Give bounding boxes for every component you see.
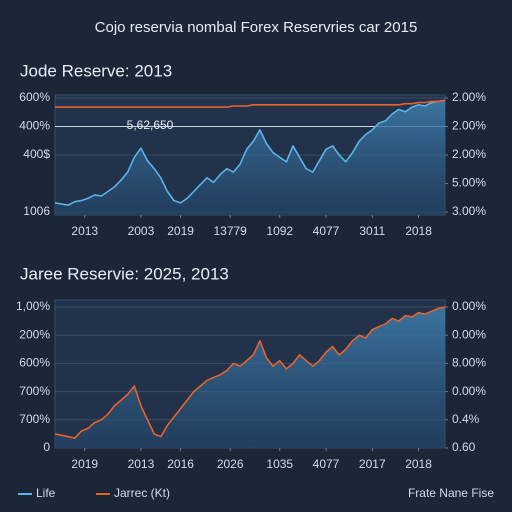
y2-tick-label: 0.00% xyxy=(452,327,486,341)
y-tick-label: 600% xyxy=(19,90,50,104)
y-tick-label: 700% xyxy=(19,384,50,398)
x-tick-label: 2003 xyxy=(128,224,155,238)
x-tick-label: 2018 xyxy=(405,224,432,238)
x-tick-label: 2026 xyxy=(217,457,244,471)
x-tick-label: 2017 xyxy=(359,457,386,471)
y-tick-label: 200% xyxy=(19,327,50,341)
legend-label: Life xyxy=(36,486,56,500)
line xyxy=(55,99,446,108)
y-tick-label: 600% xyxy=(19,356,50,370)
y2-tick-label: 3.00% xyxy=(452,204,486,218)
y-tick-label: 0 xyxy=(43,440,50,454)
y-tick-label: 1006 xyxy=(23,204,50,218)
x-tick-label: 4077 xyxy=(313,224,340,238)
y2-tick-label: 2.00% xyxy=(452,119,486,133)
x-tick-label: 2019 xyxy=(71,457,98,471)
annotation: 5,62,650 xyxy=(127,118,174,132)
x-tick-label: 1035 xyxy=(266,457,293,471)
x-tick-label: 3011 xyxy=(359,224,385,238)
x-tick-label: 2019 xyxy=(167,224,194,238)
x-tick-label: 2016 xyxy=(167,457,194,471)
y2-tick-label: 0.60 xyxy=(452,440,476,454)
area xyxy=(55,307,445,448)
y2-tick-label: 0.4% xyxy=(452,412,480,426)
x-tick-label: 2013 xyxy=(128,457,155,471)
chart-subtitle: Jaree Reservie: 2025, 2013 xyxy=(20,264,229,283)
y2-tick-label: 8.00% xyxy=(452,356,486,370)
line xyxy=(54,99,446,206)
x-tick-label: 13779 xyxy=(213,224,247,238)
x-tick-label: 1092 xyxy=(266,224,293,238)
y2-tick-label: 2.00% xyxy=(452,90,486,104)
y-tick-label: 1,00% xyxy=(16,299,50,313)
y-tick-label: 700% xyxy=(19,412,50,426)
page-title: Cojo reservia nombal Forex Reservries ca… xyxy=(95,19,418,36)
x-tick-label: 4077 xyxy=(313,457,340,471)
x-tick-label: 2018 xyxy=(405,457,432,471)
chart-subtitle: Jode Reserve: 2013 xyxy=(20,61,172,80)
y-tick-label: 400$ xyxy=(23,147,50,161)
y2-tick-label: 0.00% xyxy=(452,384,486,398)
area xyxy=(55,100,445,215)
y2-tick-label: 5.00% xyxy=(452,176,486,190)
line xyxy=(54,306,446,439)
y2-tick-label: 2.00% xyxy=(452,147,486,161)
legend-label: Jarrec (Kt) xyxy=(114,486,170,500)
y2-tick-label: 0.00% xyxy=(452,299,486,313)
footer-note: Frate Nane Fise xyxy=(408,486,494,500)
y-tick-label: 400% xyxy=(19,119,50,133)
x-tick-label: 2013 xyxy=(71,224,98,238)
